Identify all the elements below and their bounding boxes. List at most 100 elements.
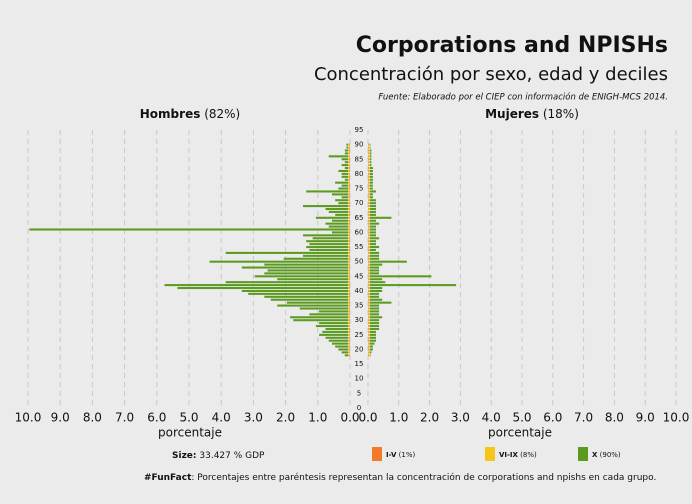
bar-segment xyxy=(338,187,349,190)
bar-segment xyxy=(368,304,370,307)
x-tick-label: 5.0 xyxy=(512,411,531,425)
group-name: Mujeres xyxy=(485,107,539,121)
bar-segment xyxy=(349,222,350,225)
bar-segment xyxy=(369,155,372,158)
bar-segment xyxy=(341,196,349,199)
bar-segment xyxy=(368,351,369,354)
bar-segment xyxy=(369,190,377,193)
bar-segment xyxy=(348,348,350,351)
bar-segment xyxy=(368,281,369,284)
bar-segment xyxy=(368,190,369,193)
bar-segment xyxy=(369,152,372,155)
size-text: 33.427 % GDP xyxy=(199,451,265,461)
bar-segment xyxy=(348,325,350,328)
bar-segment xyxy=(348,181,350,184)
bar-segment xyxy=(368,222,370,225)
bar-segment xyxy=(277,278,349,281)
bar-segment xyxy=(368,254,370,257)
bar-segment xyxy=(368,269,369,272)
bar-segment xyxy=(348,333,350,336)
bar-segment xyxy=(348,199,350,202)
bar-segment xyxy=(348,210,350,213)
bar-segment xyxy=(349,158,350,161)
bar-segment xyxy=(348,175,350,178)
bar-segment xyxy=(349,319,350,322)
bar-segment xyxy=(331,193,349,196)
legend-name: X xyxy=(592,451,598,459)
bar-segment xyxy=(349,205,350,208)
bar-segment xyxy=(369,210,377,213)
bar-segment xyxy=(368,149,369,152)
bar-segment xyxy=(348,342,350,345)
bar-segment xyxy=(368,257,369,260)
bar-segment xyxy=(348,207,350,211)
bar-segment xyxy=(368,289,369,292)
bar-segment xyxy=(369,351,372,354)
bar-segment xyxy=(315,216,349,219)
bar-segment xyxy=(299,307,349,310)
bar-segment xyxy=(368,286,370,290)
bar-segment xyxy=(348,298,350,301)
bar-segment xyxy=(331,219,349,222)
bar-segment xyxy=(348,161,350,164)
bar-segment xyxy=(348,155,350,158)
bar-segment xyxy=(369,240,377,243)
bar-segment xyxy=(368,336,370,339)
bar-segment xyxy=(368,354,370,357)
bar-segment xyxy=(369,158,372,161)
bar-segment xyxy=(368,219,370,222)
bar-segment xyxy=(368,243,370,246)
bar-segment xyxy=(349,187,350,190)
bar-segment xyxy=(369,322,380,325)
group-name: Hombres xyxy=(140,107,201,121)
bar-segment xyxy=(368,237,369,240)
bar-segment xyxy=(29,228,349,231)
bar-segment xyxy=(368,205,369,208)
bar-segment xyxy=(369,313,380,316)
bar-segment xyxy=(349,207,350,211)
bar-segment xyxy=(348,193,350,196)
y-tick-label: 35 xyxy=(355,302,364,310)
bar-segment xyxy=(369,234,377,237)
bar-segment xyxy=(338,169,349,172)
bar-segment xyxy=(177,286,349,290)
bar-segment xyxy=(349,301,350,304)
bar-segment xyxy=(368,330,370,333)
bar-segment xyxy=(368,216,370,219)
bar-segment xyxy=(369,184,373,187)
bar-segment xyxy=(264,295,349,298)
bar-segment xyxy=(349,281,350,284)
bar-segment xyxy=(368,307,369,310)
bar-segment xyxy=(369,272,380,275)
bar-segment xyxy=(312,237,349,240)
bar-segment xyxy=(369,330,377,333)
bar-segment xyxy=(346,146,349,149)
bar-segment xyxy=(309,313,349,316)
bar-segment xyxy=(369,187,373,190)
bar-segment xyxy=(277,304,349,307)
chart-subtitle: Concentración por sexo, edad y deciles xyxy=(314,64,668,85)
x-tick-label: 0.0 xyxy=(358,411,377,425)
bar-segment xyxy=(369,202,377,205)
bar-segment xyxy=(349,254,350,257)
bar-segment xyxy=(348,225,350,228)
bar-segment xyxy=(349,196,350,199)
bar-segment xyxy=(348,164,350,167)
y-tick-label: 75 xyxy=(355,185,364,193)
bar-segment xyxy=(331,231,349,234)
bar-segment xyxy=(368,234,369,237)
y-tick-label: 60 xyxy=(355,228,364,236)
bar-segment xyxy=(344,149,349,152)
bar-segment xyxy=(349,237,350,240)
bar-segment xyxy=(348,196,350,199)
bar-segment xyxy=(368,213,370,216)
bar-segment xyxy=(349,333,350,336)
x-tick-label: 1.0 xyxy=(389,411,408,425)
legend-swatch xyxy=(485,447,495,461)
bar-segment xyxy=(309,243,349,246)
bar-segment xyxy=(368,243,369,246)
bar-segment xyxy=(346,143,349,146)
bar-segment xyxy=(368,178,370,181)
bar-segment xyxy=(348,322,350,325)
